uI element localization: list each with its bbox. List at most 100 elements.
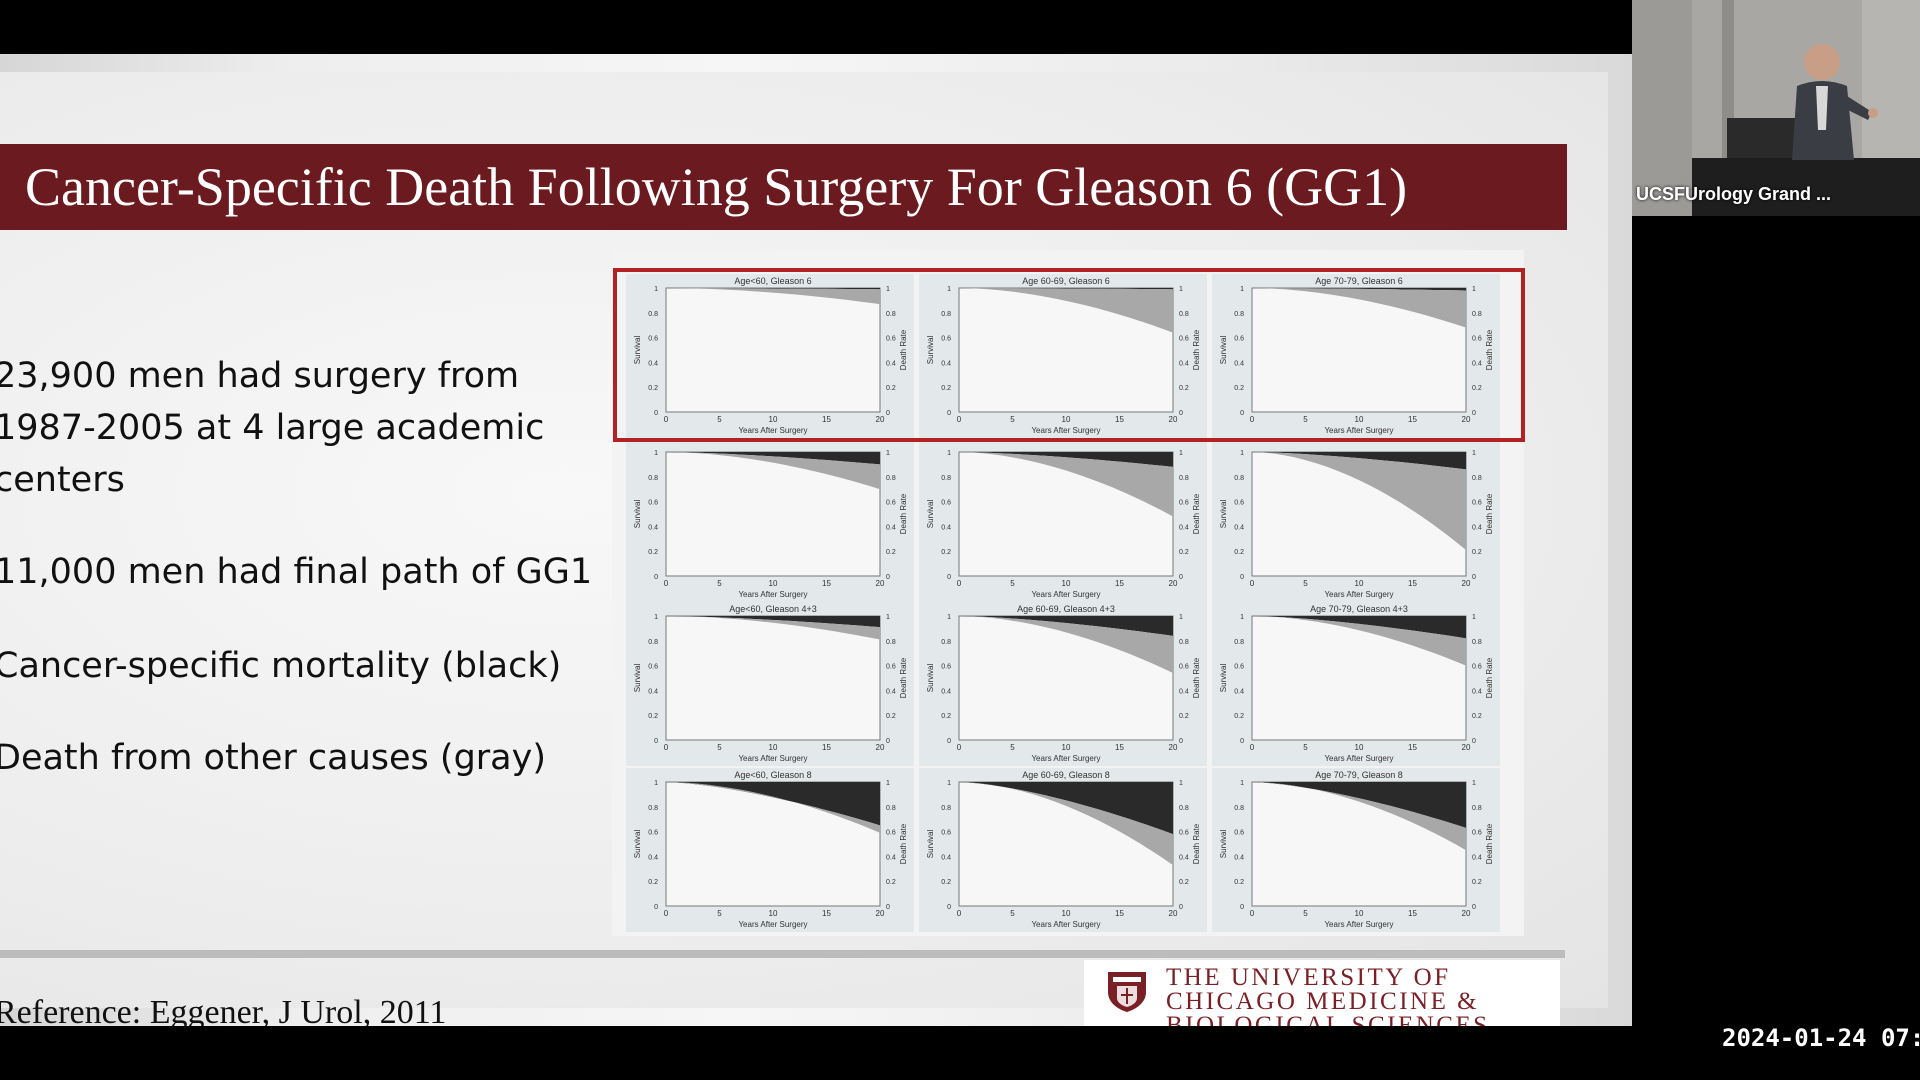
survival-chart-panel: 0 5 10 15 20 0 0.2 0.4 0.6 0.8 1 1 0.8 0.6 0.4 0.2 0 Year… bbox=[626, 274, 914, 438]
presenter-video bbox=[1632, 0, 1920, 216]
y2-tick-label: 1 bbox=[886, 614, 890, 621]
y2-tick-label: 0.4 bbox=[1179, 524, 1189, 531]
x-tick-label: 0 bbox=[957, 743, 962, 752]
y-tick-label: 0.6 bbox=[941, 830, 951, 837]
y-axis-label: Survival bbox=[926, 500, 935, 529]
y-axis-label: Survival bbox=[926, 664, 935, 693]
survival-chart-panel: 0 5 10 15 20 0 0.2 0.4 0.6 0.8 1 1 0.8 0.6 0.4 0.2 0 Year… bbox=[626, 602, 914, 766]
y-tick-label: 0.8 bbox=[648, 805, 658, 812]
y2-tick-label: 0 bbox=[1179, 904, 1183, 911]
y-axis-label: Survival bbox=[633, 500, 642, 529]
y2-tick-label: 0.6 bbox=[1179, 830, 1189, 837]
y2-tick-label: 0.6 bbox=[886, 336, 896, 343]
y-tick-label: 0 bbox=[654, 410, 658, 417]
bullet-text: Death from other causes (gray) bbox=[0, 738, 546, 778]
x-axis-label: Years After Surgery bbox=[1324, 754, 1393, 763]
x-tick-label: 0 bbox=[664, 909, 669, 918]
y-axis-label: Survival bbox=[926, 336, 935, 365]
y-tick-label: 0.8 bbox=[648, 311, 658, 318]
y-tick-label: 0.2 bbox=[941, 385, 951, 392]
y2-axis-label: Death Rate bbox=[1192, 493, 1201, 534]
x-tick-label: 15 bbox=[1408, 415, 1417, 424]
y-tick-label: 0.4 bbox=[941, 688, 951, 695]
bullet-text: 1987-2005 at 4 large academic bbox=[0, 408, 545, 448]
y2-tick-label: 0.6 bbox=[1179, 336, 1189, 343]
y2-tick-label: 1 bbox=[1179, 614, 1183, 621]
survival-chart-panel: 0 5 10 15 20 0 0.2 0.4 0.6 0.8 1 1 0.8 0.6 0.4 0.2 0 Year… bbox=[626, 768, 914, 932]
x-tick-label: 5 bbox=[1010, 415, 1015, 424]
survival-chart-grid: 0 5 10 15 20 0 0.2 0.4 0.6 0.8 1 1 0.8 0.6 0.4 0.2 0 Year… bbox=[612, 250, 1524, 936]
y-tick-label: 0.6 bbox=[1234, 336, 1244, 343]
y-tick-label: 0.6 bbox=[1234, 500, 1244, 507]
other-causes-area bbox=[666, 616, 880, 640]
y2-tick-label: 0.8 bbox=[1472, 639, 1482, 646]
y2-tick-label: 0 bbox=[1472, 574, 1476, 581]
x-tick-label: 0 bbox=[1250, 415, 1255, 424]
x-tick-label: 20 bbox=[1462, 415, 1471, 424]
webcam-feed[interactable]: UCSFUrology Grand ... bbox=[1632, 0, 1920, 216]
x-tick-label: 0 bbox=[957, 415, 962, 424]
y2-axis-label: Death Rate bbox=[1485, 329, 1494, 370]
y2-tick-label: 0.2 bbox=[1472, 713, 1482, 720]
y-tick-label: 0 bbox=[654, 738, 658, 745]
y-tick-label: 0.4 bbox=[648, 688, 658, 695]
y2-tick-label: 0.2 bbox=[1472, 549, 1482, 556]
y2-tick-label: 0 bbox=[886, 738, 890, 745]
y-tick-label: 0.6 bbox=[941, 664, 951, 671]
cancer-specific-area bbox=[959, 782, 1173, 835]
cancer-specific-area bbox=[959, 452, 1173, 467]
y-tick-label: 0 bbox=[1240, 738, 1244, 745]
x-tick-label: 5 bbox=[1010, 579, 1015, 588]
y2-tick-label: 0.2 bbox=[1179, 713, 1189, 720]
y-tick-label: 0.8 bbox=[1234, 805, 1244, 812]
y-axis-label: Survival bbox=[633, 336, 642, 365]
y2-tick-label: 0.8 bbox=[1472, 475, 1482, 482]
x-axis-label: Years After Surgery bbox=[738, 426, 807, 435]
y-tick-label: 1 bbox=[1240, 286, 1244, 293]
x-tick-label: 10 bbox=[769, 579, 778, 588]
cancer-specific-area bbox=[666, 452, 880, 465]
y-tick-label: 0.2 bbox=[1234, 549, 1244, 556]
x-tick-label: 20 bbox=[1462, 579, 1471, 588]
y2-tick-label: 0.6 bbox=[1472, 500, 1482, 507]
panel-title: Age 60-69, Gleason 6 bbox=[1022, 276, 1110, 286]
y2-tick-label: 0.4 bbox=[886, 524, 896, 531]
survival-chart-panel: 0 5 10 15 20 0 0.2 0.4 0.6 0.8 1 1 0.8 0.6 0.4 0.2 0 Year… bbox=[626, 438, 914, 602]
y-tick-label: 1 bbox=[654, 286, 658, 293]
y2-tick-label: 0 bbox=[1179, 738, 1183, 745]
cancer-specific-area bbox=[1252, 452, 1466, 470]
y-tick-label: 1 bbox=[947, 780, 951, 787]
other-causes-area bbox=[1252, 288, 1466, 328]
y-tick-label: 0.8 bbox=[1234, 475, 1244, 482]
y-tick-label: 0.6 bbox=[648, 830, 658, 837]
y2-tick-label: 0.2 bbox=[1179, 385, 1189, 392]
y2-tick-label: 0.2 bbox=[886, 879, 896, 886]
y-tick-label: 0 bbox=[1240, 574, 1244, 581]
y-tick-label: 0 bbox=[654, 904, 658, 911]
other-causes-area bbox=[959, 782, 1173, 866]
x-tick-label: 0 bbox=[1250, 909, 1255, 918]
x-tick-label: 5 bbox=[1010, 743, 1015, 752]
x-tick-label: 20 bbox=[1462, 909, 1471, 918]
y2-tick-label: 1 bbox=[886, 450, 890, 457]
y2-tick-label: 0.8 bbox=[886, 311, 896, 318]
y2-tick-label: 1 bbox=[1179, 450, 1183, 457]
y2-tick-label: 0.4 bbox=[886, 360, 896, 367]
y2-tick-label: 0.6 bbox=[1472, 830, 1482, 837]
y-tick-label: 0.4 bbox=[941, 360, 951, 367]
x-tick-label: 20 bbox=[1169, 909, 1178, 918]
x-tick-label: 5 bbox=[717, 743, 722, 752]
y-tick-label: 0.6 bbox=[648, 336, 658, 343]
y2-tick-label: 1 bbox=[1179, 286, 1183, 293]
survival-chart-panel: 0 5 10 15 20 0 0.2 0.4 0.6 0.8 1 1 0.8 0.6 0.4 0.2 0 Year… bbox=[1212, 438, 1500, 602]
x-tick-label: 20 bbox=[876, 743, 885, 752]
y-tick-label: 0.6 bbox=[1234, 830, 1244, 837]
y-tick-label: 0.6 bbox=[1234, 664, 1244, 671]
y-axis-label: Survival bbox=[1219, 830, 1228, 859]
y2-axis-label: Death Rate bbox=[899, 493, 908, 534]
logo-line: CHICAGO MEDICINE & bbox=[1166, 988, 1480, 1015]
